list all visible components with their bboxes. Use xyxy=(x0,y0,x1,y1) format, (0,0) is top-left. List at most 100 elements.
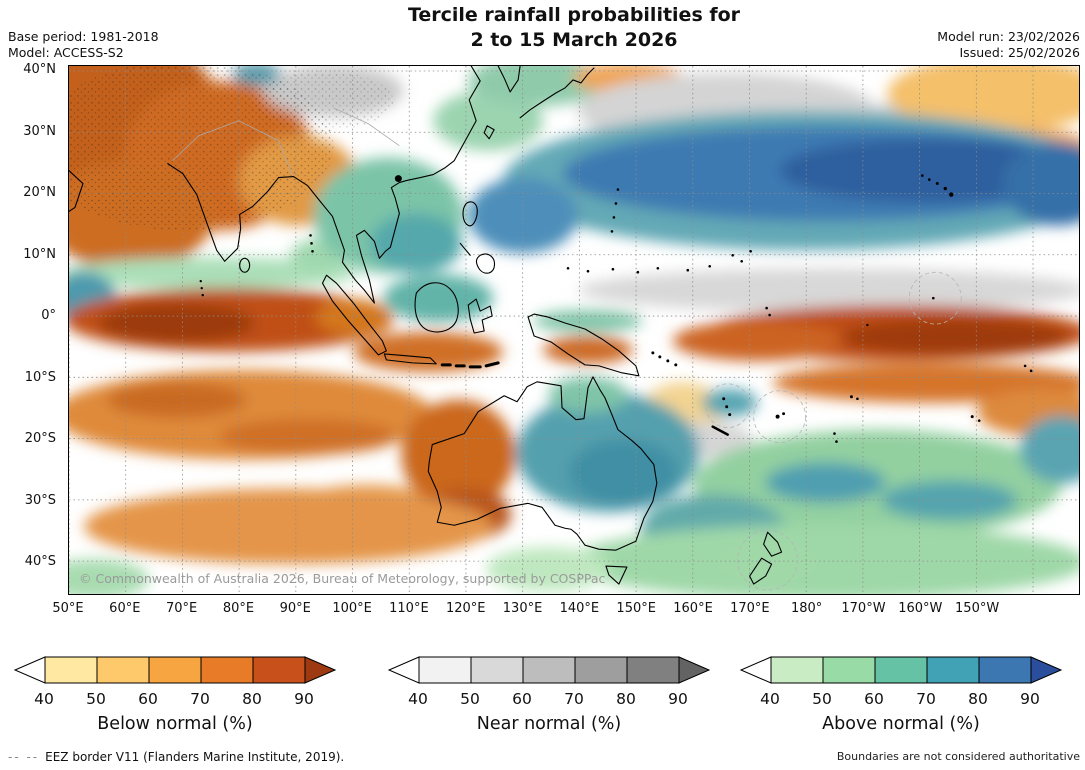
legend-tick-label: 70 xyxy=(916,690,936,708)
eez-dash-sample: -- -- xyxy=(8,750,40,764)
boundaries-disclaimer: Boundaries are not considered authoritat… xyxy=(836,750,1080,763)
rainfall-probability-map: © Commonwealth of Australia 2026, Bureau… xyxy=(68,65,1080,595)
page-title: Tercile rainfall probabilities for 2 to … xyxy=(68,3,1080,53)
arabia-coastline xyxy=(69,170,84,212)
y-axis-tick-label: 10°S xyxy=(24,369,56,385)
legend-tick-label: 90 xyxy=(294,690,314,708)
x-axis-tick-label: 90°E xyxy=(279,601,311,616)
x-axis-tick-label: 160°E xyxy=(673,601,713,616)
map-copyright: © Commonwealth of Australia 2026, Bureau… xyxy=(79,571,606,586)
y-axis-tick-label: 20°N xyxy=(23,185,56,200)
island-dots xyxy=(199,174,1033,443)
eez-legend-note: -- -- EEZ border V11 (Flanders Marine Ins… xyxy=(8,750,344,764)
coastlines xyxy=(69,66,783,585)
lesser-sunda-islands xyxy=(440,361,500,369)
x-axis-tick-label: 150°W xyxy=(955,601,1000,616)
legend-tick-label: 70 xyxy=(190,690,210,708)
longitude-axis: 50°E 60°E 70°E 80°E 90°E 100°E 110°E 120°E 130°E… xyxy=(52,601,1080,621)
stippling-overlay xyxy=(253,70,394,131)
eez-borders xyxy=(705,271,962,591)
legend-tick-label: 80 xyxy=(616,690,636,708)
legend-tick-label: 60 xyxy=(864,690,884,708)
model-name: Model: ACCESS-S2 xyxy=(8,45,124,60)
x-axis-tick-label: 100°E xyxy=(332,601,372,616)
latitude-axis: 40°N 30°N 20°N 10°N 0° 10°S 20°S 30°S 40°S xyxy=(0,62,62,595)
legend-label-near: Near normal (%) xyxy=(476,714,622,734)
new-caledonia xyxy=(711,425,729,436)
legend-tick-label: 40 xyxy=(408,690,428,708)
legend-tick-label: 90 xyxy=(668,690,688,708)
new-zealand-coastline xyxy=(749,557,773,585)
korea-coastline xyxy=(497,66,521,93)
x-axis-tick-label: 150°E xyxy=(616,601,656,616)
legend-colorbar-above xyxy=(739,656,1063,684)
x-axis-tick-label: 110°E xyxy=(389,601,429,616)
legend-below-normal: 40 50 60 70 80 90 Below normal (%) xyxy=(13,656,337,734)
taiwan-coastline xyxy=(483,125,495,140)
java-coastline xyxy=(383,353,437,365)
mindanao-coastline xyxy=(475,253,496,274)
x-axis-tick-label: 120°E xyxy=(445,601,486,616)
run-info-left: Base period: 1981-2018 Model: ACCESS-S2 xyxy=(8,29,159,61)
x-axis-tick-label: 170°E xyxy=(730,601,770,616)
x-axis-tick-label: 170°W xyxy=(841,601,886,616)
run-info-right: Model run: 23/02/2026 Issued: 25/02/2026 xyxy=(937,29,1080,61)
legend-ticks-near: 40 50 60 70 80 90 xyxy=(388,688,710,710)
y-axis-tick-label: 40°N xyxy=(23,62,56,77)
x-axis-tick-label: 50°E xyxy=(52,601,84,616)
x-axis-tick-label: 180° xyxy=(790,601,823,616)
sumatra-coastline xyxy=(321,274,387,356)
legend-tick-label: 50 xyxy=(86,690,106,708)
legend-tick-label: 80 xyxy=(242,690,262,708)
legend-tick-label: 60 xyxy=(512,690,532,708)
legend-tick-label: 70 xyxy=(564,690,584,708)
issued-date: Issued: 25/02/2026 xyxy=(959,45,1081,60)
legend-near-normal: 40 50 60 70 80 90 Near normal (%) xyxy=(387,656,711,734)
legend-tick-label: 50 xyxy=(460,690,480,708)
y-axis-tick-label: 30°S xyxy=(24,492,56,508)
legend-above-normal: 40 50 60 70 80 90 Above normal (%) xyxy=(739,656,1063,734)
legend-tick-label: 90 xyxy=(1020,690,1040,708)
x-axis-tick-label: 60°E xyxy=(109,601,141,616)
legend-label-below: Below normal (%) xyxy=(97,714,253,734)
map-canvas xyxy=(69,66,1079,594)
x-axis-tick-label: 130°E xyxy=(502,601,543,616)
x-axis-tick-label: 70°E xyxy=(165,601,198,616)
tasmania-coastline xyxy=(605,565,628,585)
new-zealand-coastline xyxy=(763,531,783,557)
palawan-coastline xyxy=(459,242,471,256)
legend-tick-label: 40 xyxy=(34,690,54,708)
asia-coastline xyxy=(167,66,481,304)
title-line2: 2 to 15 March 2026 xyxy=(470,29,678,51)
australia-coastline xyxy=(427,376,658,551)
y-axis-tick-label: 40°S xyxy=(24,554,56,569)
legend-colorbar-near xyxy=(387,656,711,684)
borneo-coastline xyxy=(414,282,459,333)
legend-tick-label: 50 xyxy=(812,690,832,708)
x-axis-tick-label: 160°W xyxy=(898,601,943,616)
legend-tick-label: 60 xyxy=(138,690,158,708)
japan-coastline xyxy=(519,67,595,119)
luzon-coastline xyxy=(462,201,478,227)
y-axis-tick-label: 10°N xyxy=(23,246,56,262)
legend-tick-label: 80 xyxy=(968,690,988,708)
legend-label-above: Above normal (%) xyxy=(822,714,980,734)
y-axis-tick-label: 0° xyxy=(41,308,56,323)
eez-note-text: EEZ border V11 (Flanders Marine Institut… xyxy=(45,750,345,764)
sri-lanka-coastline xyxy=(239,257,251,273)
y-axis-tick-label: 20°S xyxy=(24,431,56,446)
graticule-gridlines xyxy=(69,66,1079,594)
y-axis-tick-label: 30°N xyxy=(23,123,56,139)
base-period: Base period: 1981-2018 xyxy=(8,29,159,44)
legend-tick-label: 40 xyxy=(760,690,780,708)
new-guinea-coastline xyxy=(527,313,640,377)
sulawesi-coastline xyxy=(467,298,493,334)
model-run-date: Model run: 23/02/2026 xyxy=(937,29,1080,44)
legend-ticks-above: 40 50 60 70 80 90 xyxy=(740,688,1062,710)
x-axis-tick-label: 140°E xyxy=(559,601,600,616)
title-line1: Tercile rainfall probabilities for xyxy=(407,4,741,26)
legend-ticks-below: 40 50 60 70 80 90 xyxy=(14,688,336,710)
country-borders xyxy=(172,107,400,176)
legend-colorbar-below xyxy=(13,656,337,684)
x-axis-tick-label: 80°E xyxy=(222,601,255,616)
